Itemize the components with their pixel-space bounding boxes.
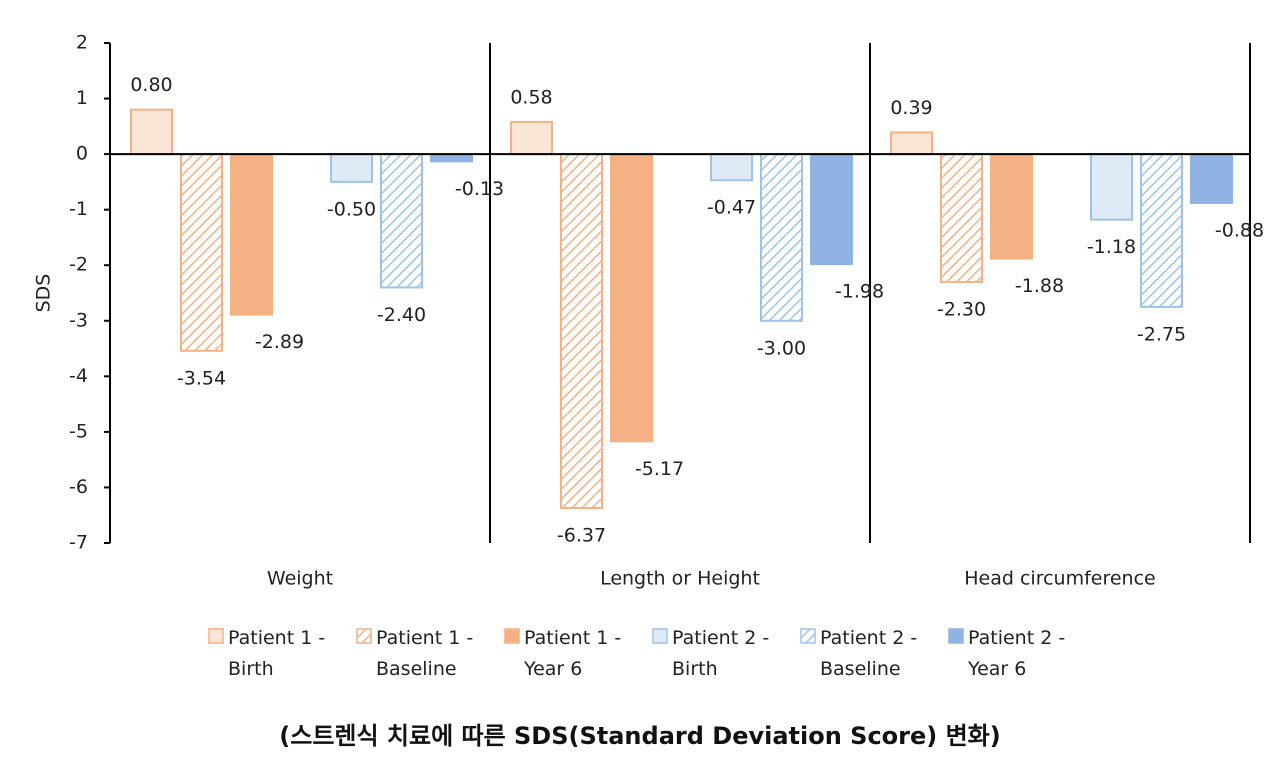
- legend-swatch: [356, 628, 372, 644]
- value-label: -6.37: [557, 525, 606, 547]
- legend-swatch-box: [948, 628, 964, 644]
- x-tick-label: Length or Height: [600, 568, 760, 590]
- value-label: -1.18: [1087, 236, 1136, 258]
- value-label: 0.80: [130, 74, 172, 96]
- bar: [560, 153, 603, 509]
- y-tick-label: 0: [76, 143, 88, 165]
- value-label: -0.50: [327, 198, 376, 220]
- legend-item: Patient 1 - Baseline: [356, 623, 504, 685]
- bar: [710, 153, 753, 182]
- y-tick-label: -2: [69, 254, 88, 276]
- value-label: 0.58: [510, 86, 552, 108]
- value-label: -2.75: [1137, 323, 1186, 345]
- legend-item: Patient 2 - Year 6: [948, 623, 1096, 685]
- legend-swatch-box: [356, 628, 372, 644]
- legend-item: Patient 1 - Year 6: [504, 623, 652, 685]
- value-label: -1.98: [835, 281, 884, 303]
- legend-item: Patient 2 - Birth: [652, 623, 800, 685]
- bar: [330, 153, 373, 183]
- x-tick-label: Weight: [267, 568, 333, 590]
- legend-label: Patient 1 - Year 6: [524, 627, 622, 680]
- bar: [990, 153, 1033, 260]
- legend-label: Patient 2 - Year 6: [968, 627, 1066, 680]
- legend-swatch: [800, 628, 816, 644]
- y-tick-label: -5: [69, 420, 88, 442]
- legend-item: Patient 2 - Baseline: [800, 623, 948, 685]
- legend-swatch: [208, 628, 224, 644]
- value-label: -3.00: [757, 337, 806, 359]
- legend-swatch-box: [504, 628, 520, 644]
- y-tick-label: 1: [76, 87, 88, 109]
- legend-label: Patient 2 - Birth: [672, 627, 770, 680]
- value-label: -2.30: [937, 298, 986, 320]
- bar: [230, 153, 273, 316]
- y-tick-label: -6: [69, 476, 88, 498]
- bar: [810, 153, 853, 266]
- bar: [1190, 153, 1233, 205]
- value-label: -2.89: [255, 331, 304, 353]
- value-label: -2.40: [377, 304, 426, 326]
- chart: SDS -7 -6 -5 -4 -3 -2 -1 0 1 2 Weight Length or Hei…: [33, 32, 1265, 590]
- legend-swatch-box: [800, 628, 816, 644]
- y-axis-label: SDS: [33, 274, 55, 313]
- value-label: -1.88: [1015, 275, 1064, 297]
- bar: [1090, 153, 1133, 221]
- bar: [610, 153, 653, 443]
- bar: [380, 153, 423, 289]
- legend-swatch: [652, 628, 668, 644]
- caption: (스트렌식 치료에 따른 SDS(Standard Deviation Scor…: [279, 722, 1001, 750]
- legend-label: Patient 1 - Birth: [228, 627, 326, 680]
- value-label: 0.39: [890, 97, 932, 119]
- legend-item: Patient 1 - Birth: [208, 623, 356, 685]
- legend-swatch: [948, 628, 964, 644]
- bar: [130, 108, 173, 156]
- value-label: -3.54: [177, 367, 226, 389]
- y-tick-label: -7: [69, 532, 88, 554]
- legend-label: Patient 2 - Baseline: [820, 627, 918, 680]
- legend-label: Patient 1 - Baseline: [376, 627, 474, 680]
- bar: [890, 131, 933, 156]
- bar: [430, 153, 473, 163]
- value-label: -5.17: [635, 458, 684, 480]
- legend: Patient 1 - Birth Patient 1 - Baseline Pat…: [208, 623, 1096, 685]
- bar: [940, 153, 983, 283]
- bar: [510, 120, 553, 156]
- x-tick-label: Head circumference: [964, 568, 1155, 590]
- bar: [180, 153, 223, 352]
- y-tick-label: 2: [76, 32, 88, 54]
- value-label: -0.13: [455, 178, 504, 200]
- y-tick-label: -1: [69, 198, 88, 220]
- legend-swatch: [504, 628, 520, 644]
- y-tick-label: -3: [69, 309, 88, 331]
- y-tick-label: -4: [69, 365, 88, 387]
- legend-swatch-box: [652, 628, 668, 644]
- value-label: -0.88: [1215, 220, 1264, 242]
- value-label: -0.47: [707, 197, 756, 219]
- legend-swatch-box: [208, 628, 224, 644]
- bar: [1140, 153, 1183, 308]
- bar: [760, 153, 803, 322]
